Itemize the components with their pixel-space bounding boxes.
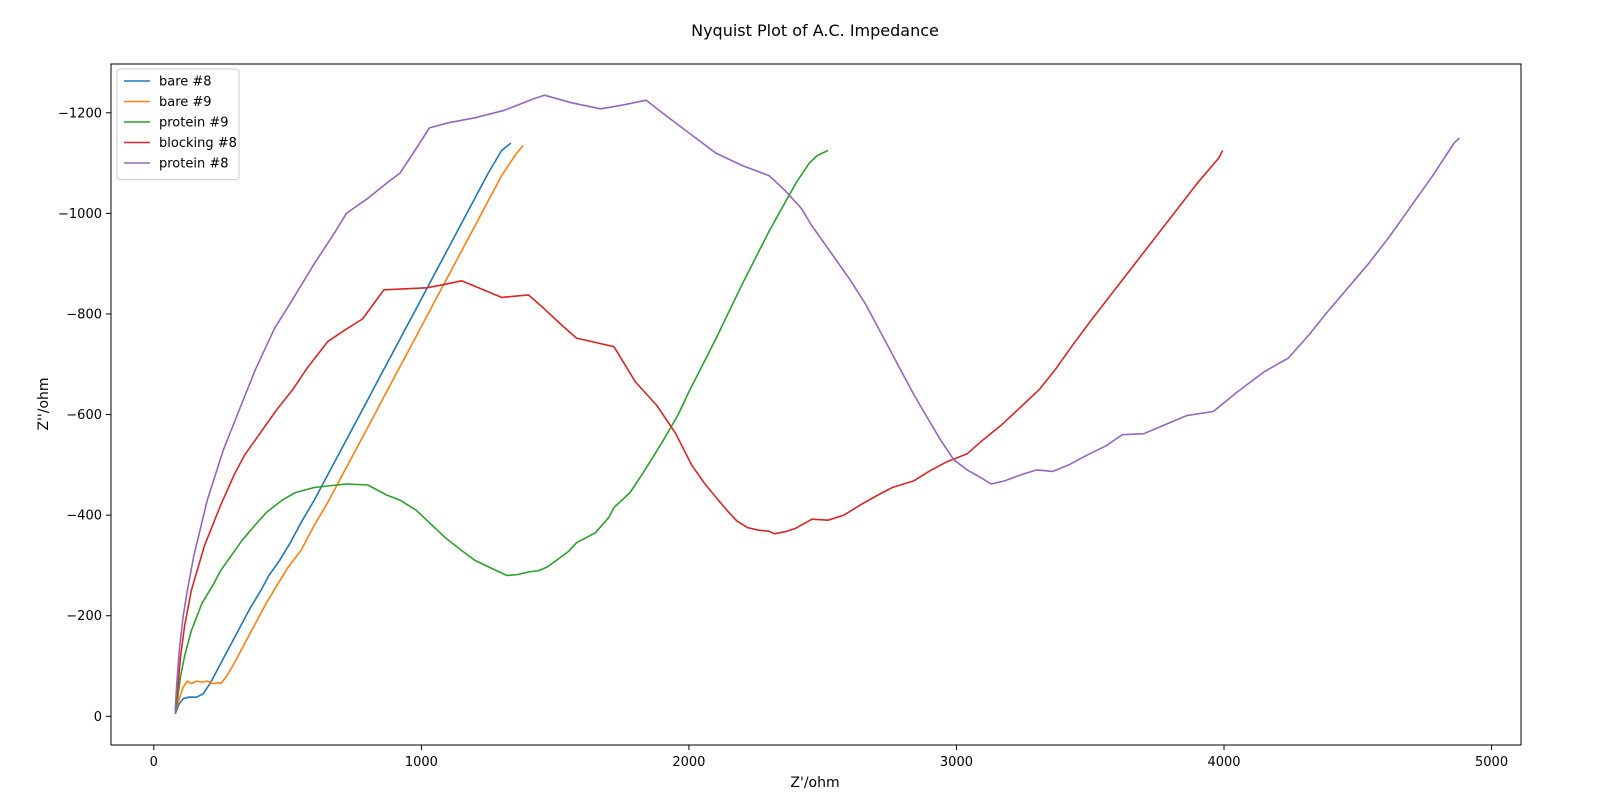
series-line-2 xyxy=(174,149,829,712)
chart-title: Nyquist Plot of A.C. Impedance xyxy=(691,21,939,40)
series-line-1 xyxy=(174,145,524,712)
x-tick-label: 4000 xyxy=(1207,755,1240,770)
y-tick-label: −600 xyxy=(66,408,102,423)
legend-box xyxy=(116,68,240,180)
legend: bare #8 bare #9 protein #9 blocking #8 prote… xyxy=(116,68,240,180)
plot-frame xyxy=(110,63,1522,746)
x-tick-label: 5000 xyxy=(1475,755,1508,770)
legend-label-4: protein #8 xyxy=(159,157,229,172)
legend-label-0: bare #8 xyxy=(159,75,212,90)
series-layer xyxy=(174,94,1461,715)
y-axis-label: Z''/ohm xyxy=(36,377,52,430)
y-tick-label: −800 xyxy=(66,307,102,322)
y-tick-label: −400 xyxy=(66,509,102,524)
x-tick-label: 1000 xyxy=(405,755,438,770)
legend-label-3: blocking #8 xyxy=(159,136,237,151)
y-tick-label: −1000 xyxy=(58,207,102,222)
legend-label-2: protein #9 xyxy=(159,116,229,131)
x-tick-label: 0 xyxy=(150,755,158,770)
y-tick-label: −200 xyxy=(66,609,102,624)
y-tick-label: 0 xyxy=(94,710,102,725)
x-tick-label: 2000 xyxy=(672,755,705,770)
x-axis-label: Z'/ohm xyxy=(790,775,839,791)
x-axis: 0 1000 2000 3000 4000 5000 xyxy=(150,745,1508,770)
legend-label-1: bare #9 xyxy=(159,95,212,110)
y-tick-label: −1200 xyxy=(58,106,102,121)
series-line-4 xyxy=(174,94,1461,712)
series-line-3 xyxy=(174,150,1224,712)
x-tick-label: 3000 xyxy=(940,755,973,770)
series-line-0 xyxy=(174,142,512,715)
y-axis: 0 −200 −400 −600 −800 −1000 −1200 xyxy=(58,106,111,725)
